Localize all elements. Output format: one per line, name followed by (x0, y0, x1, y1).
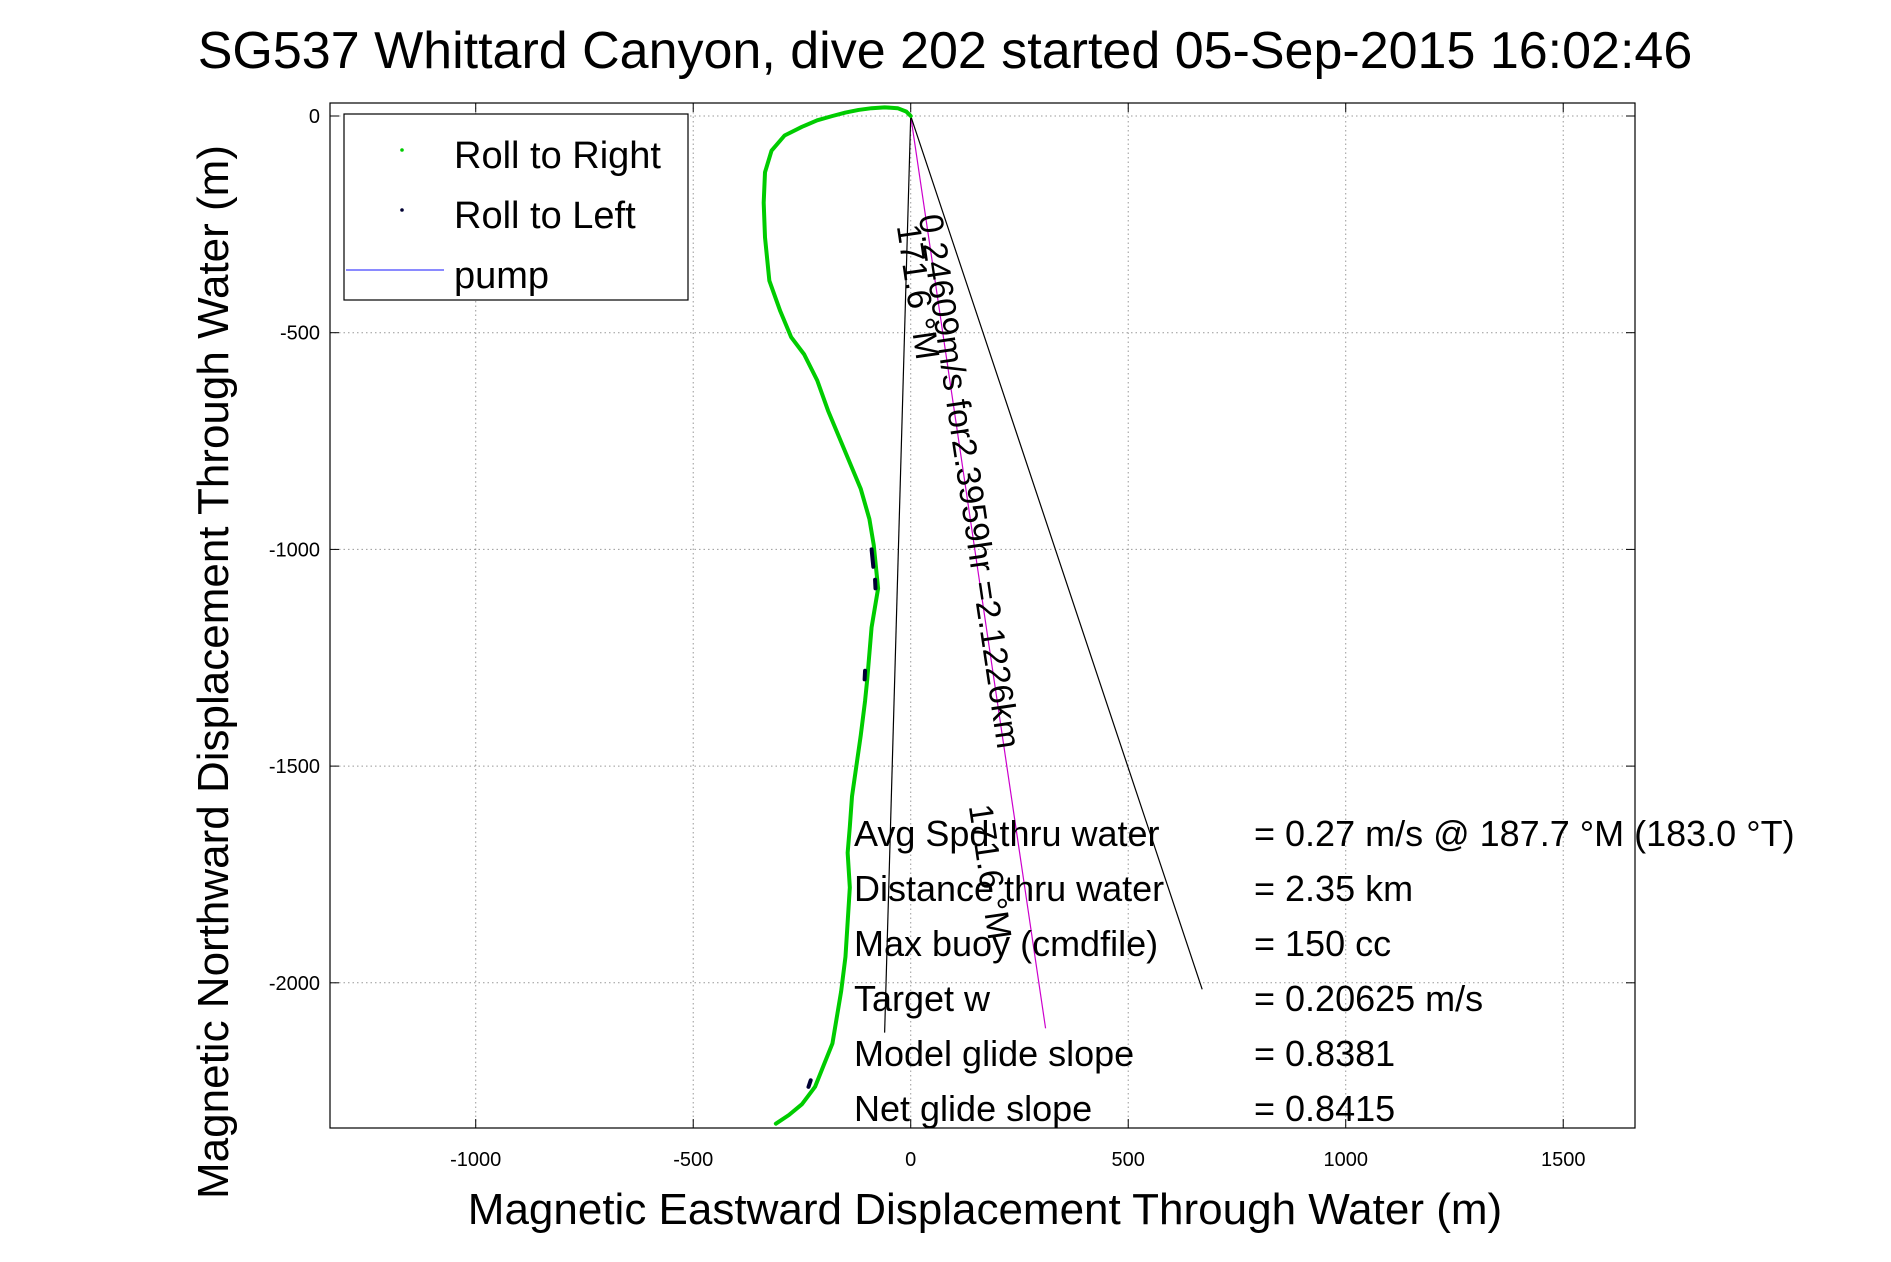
y-tick-label: 0 (309, 106, 320, 128)
stats-value: = 0.20625 m/s (1254, 978, 1483, 1019)
stats-label: Max buoy (cmdfile) (854, 923, 1158, 964)
reference-lines (884, 115, 1203, 1033)
x-tick-label: 0 (905, 1149, 916, 1171)
x-tick-label: 500 (1112, 1149, 1145, 1171)
stats-value: = 2.35 km (1254, 868, 1413, 909)
reference-line (910, 115, 1047, 1029)
plot-frame (329, 102, 1636, 1129)
series-roll-left-segment (806, 1078, 813, 1089)
y-axis-title: Magnetic Northward Displacement Through … (189, 145, 238, 1199)
stats-value: = 0.27 m/s @ 187.7 °M (183.0 °T) (1254, 813, 1795, 854)
legend-label-pump: pump (454, 255, 549, 297)
x-axis-title: Magnetic Eastward Displacement Through W… (468, 1185, 1502, 1234)
stats-label: Distance thru water (854, 868, 1164, 909)
stats-label: Target w (854, 978, 991, 1019)
legend-label-roll-right: Roll to Right (454, 135, 661, 177)
legend-marker-roll-right (400, 148, 404, 152)
y-tick-label: -500 (280, 323, 320, 345)
series-roll-right-line (761, 105, 913, 1126)
stats-annotations: Avg Spd thru water Distance thru water M… (854, 813, 1795, 1129)
reference-line (884, 115, 912, 1033)
stats-value: = 0.8381 (1254, 1033, 1395, 1074)
series-roll-left-segment (869, 547, 876, 569)
x-tick-label: -1000 (450, 1149, 501, 1171)
stats-label: Model glide slope (854, 1033, 1134, 1074)
legend-marker-roll-left (400, 208, 404, 212)
tick-layer: -1000 -500 0 500 1000 1500 0 -500 -1000 -1500 -200… (269, 103, 1635, 1171)
y-tick-label: -1500 (269, 756, 320, 778)
stats-value: = 0.8415 (1254, 1088, 1395, 1129)
x-tick-label: 1500 (1541, 1149, 1586, 1171)
chart-title: SG537 Whittard Canyon, dive 202 started … (198, 22, 1693, 80)
legend-label-roll-left: Roll to Left (454, 195, 636, 237)
stats-label: Avg Spd thru water (854, 813, 1160, 854)
x-tick-label: -500 (673, 1149, 713, 1171)
legend: Roll to Right Roll to Left pump (343, 113, 689, 301)
series-layer (761, 105, 913, 1126)
stats-value: = 150 cc (1254, 923, 1391, 964)
y-tick-label: -2000 (269, 973, 320, 995)
reference-line (910, 115, 1203, 990)
y-tick-label: -1000 (269, 539, 320, 561)
stats-label: Net glide slope (854, 1088, 1092, 1129)
x-tick-label: 1000 (1323, 1149, 1368, 1171)
legend-box (343, 113, 689, 301)
